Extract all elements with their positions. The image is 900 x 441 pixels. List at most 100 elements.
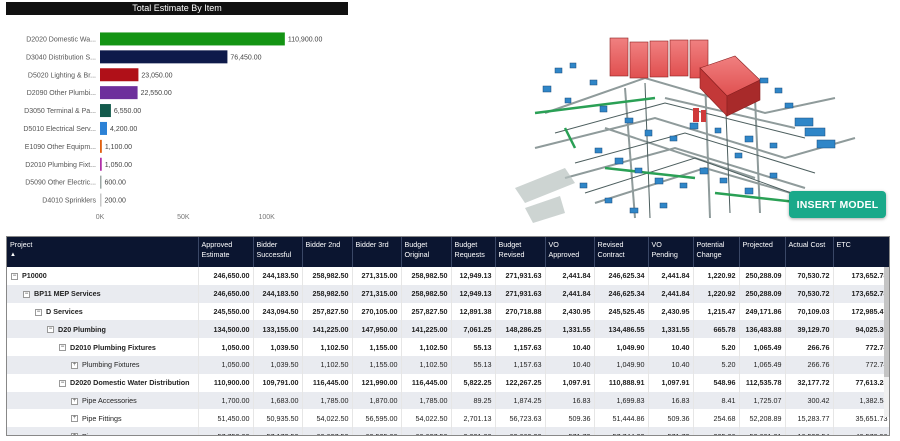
value-cell: 266.76 (785, 355, 834, 374)
value-cell: 63,669.38 (495, 427, 546, 435)
value-cell: 509.36 (648, 409, 694, 428)
value-cell: 134,486.55 (594, 320, 649, 339)
value-cell: 94,025.30 (833, 320, 889, 339)
estimate-table: Project ▲ Approved Estimate Bidder Successf… (6, 236, 890, 436)
expand-icon[interactable]: + (71, 361, 78, 369)
value-cell: 136,483.88 (739, 320, 786, 339)
collapse-icon[interactable]: − (59, 379, 66, 387)
column-header-label: VO Approved (548, 240, 580, 259)
value-cell: 254.68 (693, 409, 740, 428)
table-row[interactable]: + Pipe Fittings 51,450.00 50,935.50 54,022.5… (7, 409, 889, 428)
value-cell: 60,637.50 (401, 427, 452, 435)
value-cell: 116,445.00 (302, 373, 353, 392)
bar (100, 104, 111, 118)
value-cell: 258,982.50 (401, 284, 452, 303)
table-row[interactable]: − D2020 Domestic Water Distribution 110,90… (7, 373, 889, 392)
row-name-cell: − D2020 Domestic Water Distribution (7, 373, 199, 392)
value-cell: 50,935.50 (253, 409, 303, 428)
column-header[interactable]: Budget Original (401, 237, 452, 267)
column-header-label: Potential Change (696, 240, 725, 259)
column-header[interactable]: ETC (833, 237, 889, 267)
value-cell: 244,183.50 (253, 284, 303, 303)
value-cell: 772.74 (833, 338, 889, 356)
row-name: Pipe Fittings (82, 413, 122, 423)
column-header[interactable]: VO Pending (648, 237, 694, 267)
category-label: D5010 Electrical Serv... (23, 126, 96, 133)
value-cell: 16.83 (545, 391, 595, 410)
table-row[interactable]: + Pipe Accessories 1,700.00 1,683.00 1,785.0… (7, 391, 889, 410)
column-header[interactable]: Bidder 2nd (302, 237, 353, 267)
value-cell: 5.20 (693, 355, 740, 374)
expand-icon[interactable]: + (71, 397, 78, 405)
value-cell: 51,444.86 (594, 409, 649, 428)
column-header[interactable]: Actual Cost (785, 237, 834, 267)
category-label: E1090 Other Equipm... (25, 144, 96, 151)
collapse-icon[interactable]: − (59, 344, 66, 352)
table-row[interactable]: − D Services 245,550.00 243,094.50 257,827.5… (7, 302, 889, 321)
value-cell: 147,950.00 (352, 320, 402, 339)
collapse-icon[interactable]: − (23, 290, 30, 298)
data-label: 200.00 (105, 198, 127, 205)
column-header-label: Actual Cost (788, 240, 826, 249)
value-cell: 1,049.90 (594, 355, 649, 374)
value-cell: 270,105.00 (352, 302, 402, 321)
table-row[interactable]: − D20 Plumbing 134,500.00 133,155.00 141,225… (7, 320, 889, 339)
column-header-label: Project (10, 240, 33, 249)
column-header-label: ETC (836, 240, 851, 249)
collapse-icon[interactable]: − (35, 308, 42, 316)
value-cell: 1,220.92 (693, 267, 740, 285)
data-label: 1,050.00 (105, 162, 132, 169)
row-name-cell: − D2010 Plumbing Fixtures (7, 338, 199, 356)
value-cell: 56,723.63 (495, 409, 546, 428)
value-cell: 245,525.45 (594, 302, 649, 321)
value-cell: 1,065.49 (739, 338, 786, 356)
column-header[interactable]: VO Approved (545, 237, 595, 267)
expand-icon[interactable]: + (71, 433, 78, 435)
collapse-icon[interactable]: − (11, 272, 18, 280)
column-header[interactable]: Approved Estimate (198, 237, 254, 267)
row-name-cell: + Pipe Accessories (7, 391, 199, 410)
table-row[interactable]: − D2010 Plumbing Fixtures 1,050.00 1,039.50… (7, 338, 889, 356)
column-header[interactable]: Bidder Successful (253, 237, 303, 267)
model-viewer[interactable] (505, 18, 900, 230)
table-row[interactable]: − BP11 MEP Services 246,650.00 244,183.50 25… (7, 284, 889, 303)
vertical-scrollbar-thumb[interactable] (884, 267, 889, 377)
value-cell: 58,601.81 (739, 427, 786, 435)
value-cell: 257,827.50 (302, 302, 353, 321)
column-header[interactable]: Budget Revised (495, 237, 546, 267)
row-name: D20 Plumbing (58, 324, 106, 334)
x-tick-label: 50K (177, 214, 190, 221)
insert-model-button[interactable]: INSERT MODEL (789, 191, 886, 218)
value-cell: 1,050.00 (198, 355, 254, 374)
expand-icon[interactable]: + (71, 415, 78, 423)
column-header-label: Approved Estimate (201, 240, 233, 259)
table-row[interactable]: − P10000 246,650.00 244,183.50 258,982.50 271… (7, 267, 889, 285)
row-name-cell: + Pipes (7, 427, 199, 435)
value-cell: 1,039.50 (253, 355, 303, 374)
row-name-cell: − D20 Plumbing (7, 320, 199, 339)
column-header[interactable]: Potential Change (693, 237, 740, 267)
collapse-icon[interactable]: − (47, 326, 54, 334)
table-row[interactable]: + Plumbing Fixtures 1,050.00 1,039.50 1,102.… (7, 355, 889, 374)
bar (100, 121, 107, 135)
value-cell: 39,129.70 (785, 320, 834, 339)
sort-asc-icon[interactable]: ▲ (10, 252, 16, 258)
column-header[interactable]: Budget Requests (451, 237, 496, 267)
bar (100, 32, 285, 46)
row-name: P10000 (22, 271, 47, 281)
column-header[interactable]: Project ▲ (7, 237, 199, 267)
value-cell: 173,652.78 (833, 284, 889, 303)
value-cell: 257,827.50 (401, 302, 452, 321)
column-header[interactable]: Projected (739, 237, 786, 267)
data-label: 4,200.00 (110, 126, 137, 133)
column-header[interactable]: Revised Contract (594, 237, 649, 267)
table-row[interactable]: +Pipes57,750.0057,172.5060,637.5063,525.… (7, 427, 889, 435)
value-cell: 300.42 (785, 391, 834, 410)
value-cell: 116,445.00 (401, 373, 452, 392)
column-header[interactable]: Bidder 3rd (352, 237, 402, 267)
value-cell: 246,625.34 (594, 267, 649, 285)
value-cell: 70,530.72 (785, 267, 834, 285)
value-cell: 2,430.95 (648, 302, 694, 321)
value-cell: 10.40 (648, 355, 694, 374)
value-cell: 109,791.00 (253, 373, 303, 392)
